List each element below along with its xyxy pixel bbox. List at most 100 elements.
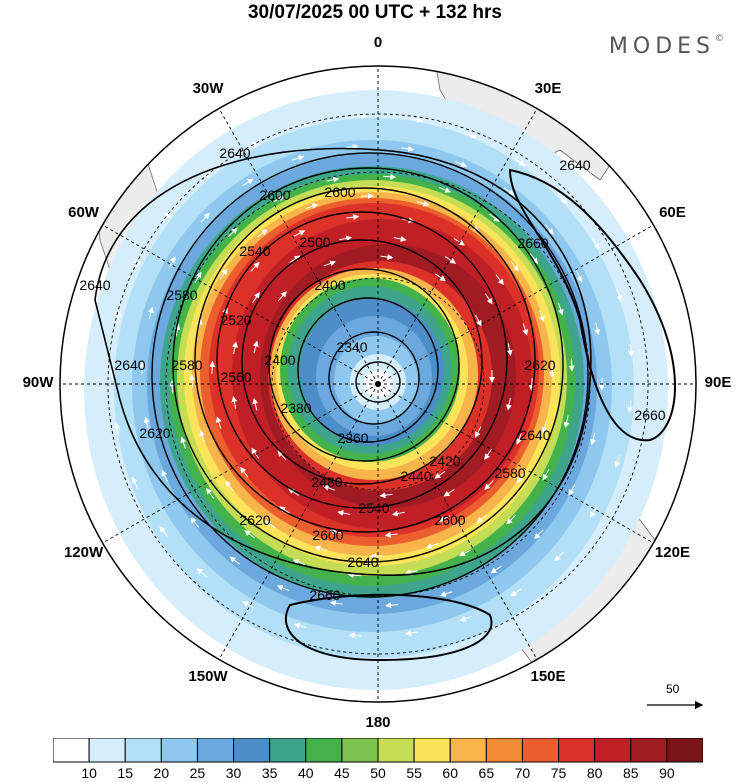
contour-label: 2600 [324, 184, 355, 200]
wind-vector-arrow [257, 229, 268, 238]
wind-vector-arrow [148, 306, 154, 320]
longitude-label: 90W [22, 374, 54, 391]
wind-vector-arrow [444, 256, 457, 264]
wind-vector-arrow [252, 397, 259, 411]
colorbar-tick-label: 40 [297, 765, 314, 781]
wind-vector-arrow [434, 470, 446, 479]
colorbar-tick-label: 70 [514, 765, 531, 781]
brand-logo: MODES© [609, 34, 724, 59]
colorbar-swatch [558, 738, 596, 763]
contour-label: 2580 [171, 357, 202, 373]
colorbar-tick-label: 10 [81, 765, 97, 781]
wind-vector-arrow [209, 360, 216, 374]
wind-vector-arrow [337, 510, 351, 516]
wind-vector-arrow [384, 531, 398, 538]
brand-name: MODES [608, 34, 715, 59]
wind-vector-arrow [541, 420, 548, 434]
wind-vector-arrow [174, 323, 181, 337]
wind-vector-arrow [143, 416, 150, 430]
wind-vector-arrow [287, 488, 300, 496]
longitude-label: 90E [704, 374, 732, 391]
contour-label: 2480 [311, 474, 342, 490]
longitude-label: 120E [654, 544, 690, 561]
wind-vector-arrow [161, 469, 168, 482]
wind-vector-arrow [528, 378, 535, 392]
wind-vector-arrow [194, 271, 202, 284]
wind-vector-arrow [434, 273, 446, 282]
wind-vector-arrow [339, 235, 353, 242]
wind-vector-arrow [159, 526, 168, 537]
wind-vector-arrow [215, 416, 222, 429]
colorbar-swatch [594, 738, 632, 763]
map-boundary [59, 65, 697, 703]
wind-vector-arrow [475, 314, 482, 327]
wind-vector-arrow [404, 569, 418, 576]
contour-label: 2360 [337, 430, 368, 446]
wind-vector-arrow [510, 588, 522, 597]
wind-vector-arrow [289, 255, 301, 264]
wind-vector-arrow [616, 289, 623, 302]
colorbar-tick-label: 50 [370, 765, 386, 781]
contour-label: 2600 [434, 512, 465, 528]
wind-vector-arrow [326, 176, 340, 183]
wind-vector-arrow [439, 591, 453, 597]
contour-label: 2400 [264, 352, 295, 368]
wind-vector-arrow [206, 487, 215, 499]
wind-vector-arrow [114, 422, 121, 436]
wind-vector-arrow [190, 517, 200, 528]
wind-vector-arrow [410, 116, 424, 123]
contour-label: 2640 [519, 427, 550, 443]
copyright-mark: © [715, 34, 724, 44]
wind-vector-arrow [329, 600, 343, 607]
wind-vector-arrow [229, 556, 241, 565]
contour-label: 2640 [79, 277, 110, 293]
wind-vector-arrow [627, 344, 634, 358]
wind-vector-arrow [244, 530, 255, 539]
wind-vector-arrow [529, 253, 538, 265]
wind-vector-arrow [231, 395, 238, 409]
colorbar-swatch [666, 738, 703, 763]
wind-vector-arrow [506, 343, 513, 357]
colorbar-swatch [124, 738, 162, 763]
colorbar-swatch [269, 738, 307, 763]
contour-label: 2640 [347, 554, 378, 570]
colorbar [53, 738, 703, 763]
wind-vector-arrow [438, 187, 452, 193]
wind-vector-arrow [293, 230, 306, 237]
wind-vector-arrow [506, 397, 512, 411]
wind-vector-arrow [252, 340, 259, 354]
reference-vector-label: 50 [666, 682, 680, 696]
contour-label: 2640 [219, 145, 250, 161]
map-title: 30/07/2025 00 UTC + 132 hrs [247, 2, 503, 23]
meridian-line [218, 383, 379, 660]
wind-vector-arrow [404, 630, 418, 637]
wind-vector-arrow [627, 400, 634, 414]
wind-vector-arrow [506, 514, 516, 525]
wind-vector-arrow [276, 585, 290, 591]
wind-vector-arrow [514, 158, 526, 167]
wind-vector-arrow [279, 506, 291, 514]
colorbar-swatch [413, 738, 451, 763]
wind-vector-arrow [557, 194, 568, 204]
colorbar-swatch [377, 738, 415, 763]
colorbar-tick-label: 65 [478, 765, 495, 781]
contour-label: 2380 [280, 400, 311, 416]
wind-vector-arrow [475, 426, 482, 438]
longitude-label: 30E [534, 79, 562, 97]
wind-vector-arrow [464, 132, 477, 139]
wind-vector-arrow [383, 173, 397, 180]
wind-vector-arrow [298, 121, 312, 128]
colorbar-swatch [630, 738, 668, 763]
wind-vector-arrow [557, 303, 564, 316]
wind-vector-arrow [554, 551, 564, 562]
wind-vector-arrow [345, 143, 359, 150]
longitude-label: 60E [659, 204, 686, 221]
wind-vector-arrow [380, 254, 394, 260]
meridian-line [377, 108, 538, 385]
wind-vector-arrow [401, 145, 415, 152]
wind-vector-arrow [323, 260, 336, 267]
wind-vector-arrow [277, 291, 287, 302]
wind-vector-arrow [416, 200, 430, 207]
colorbar-tick-label: 75 [550, 765, 567, 781]
